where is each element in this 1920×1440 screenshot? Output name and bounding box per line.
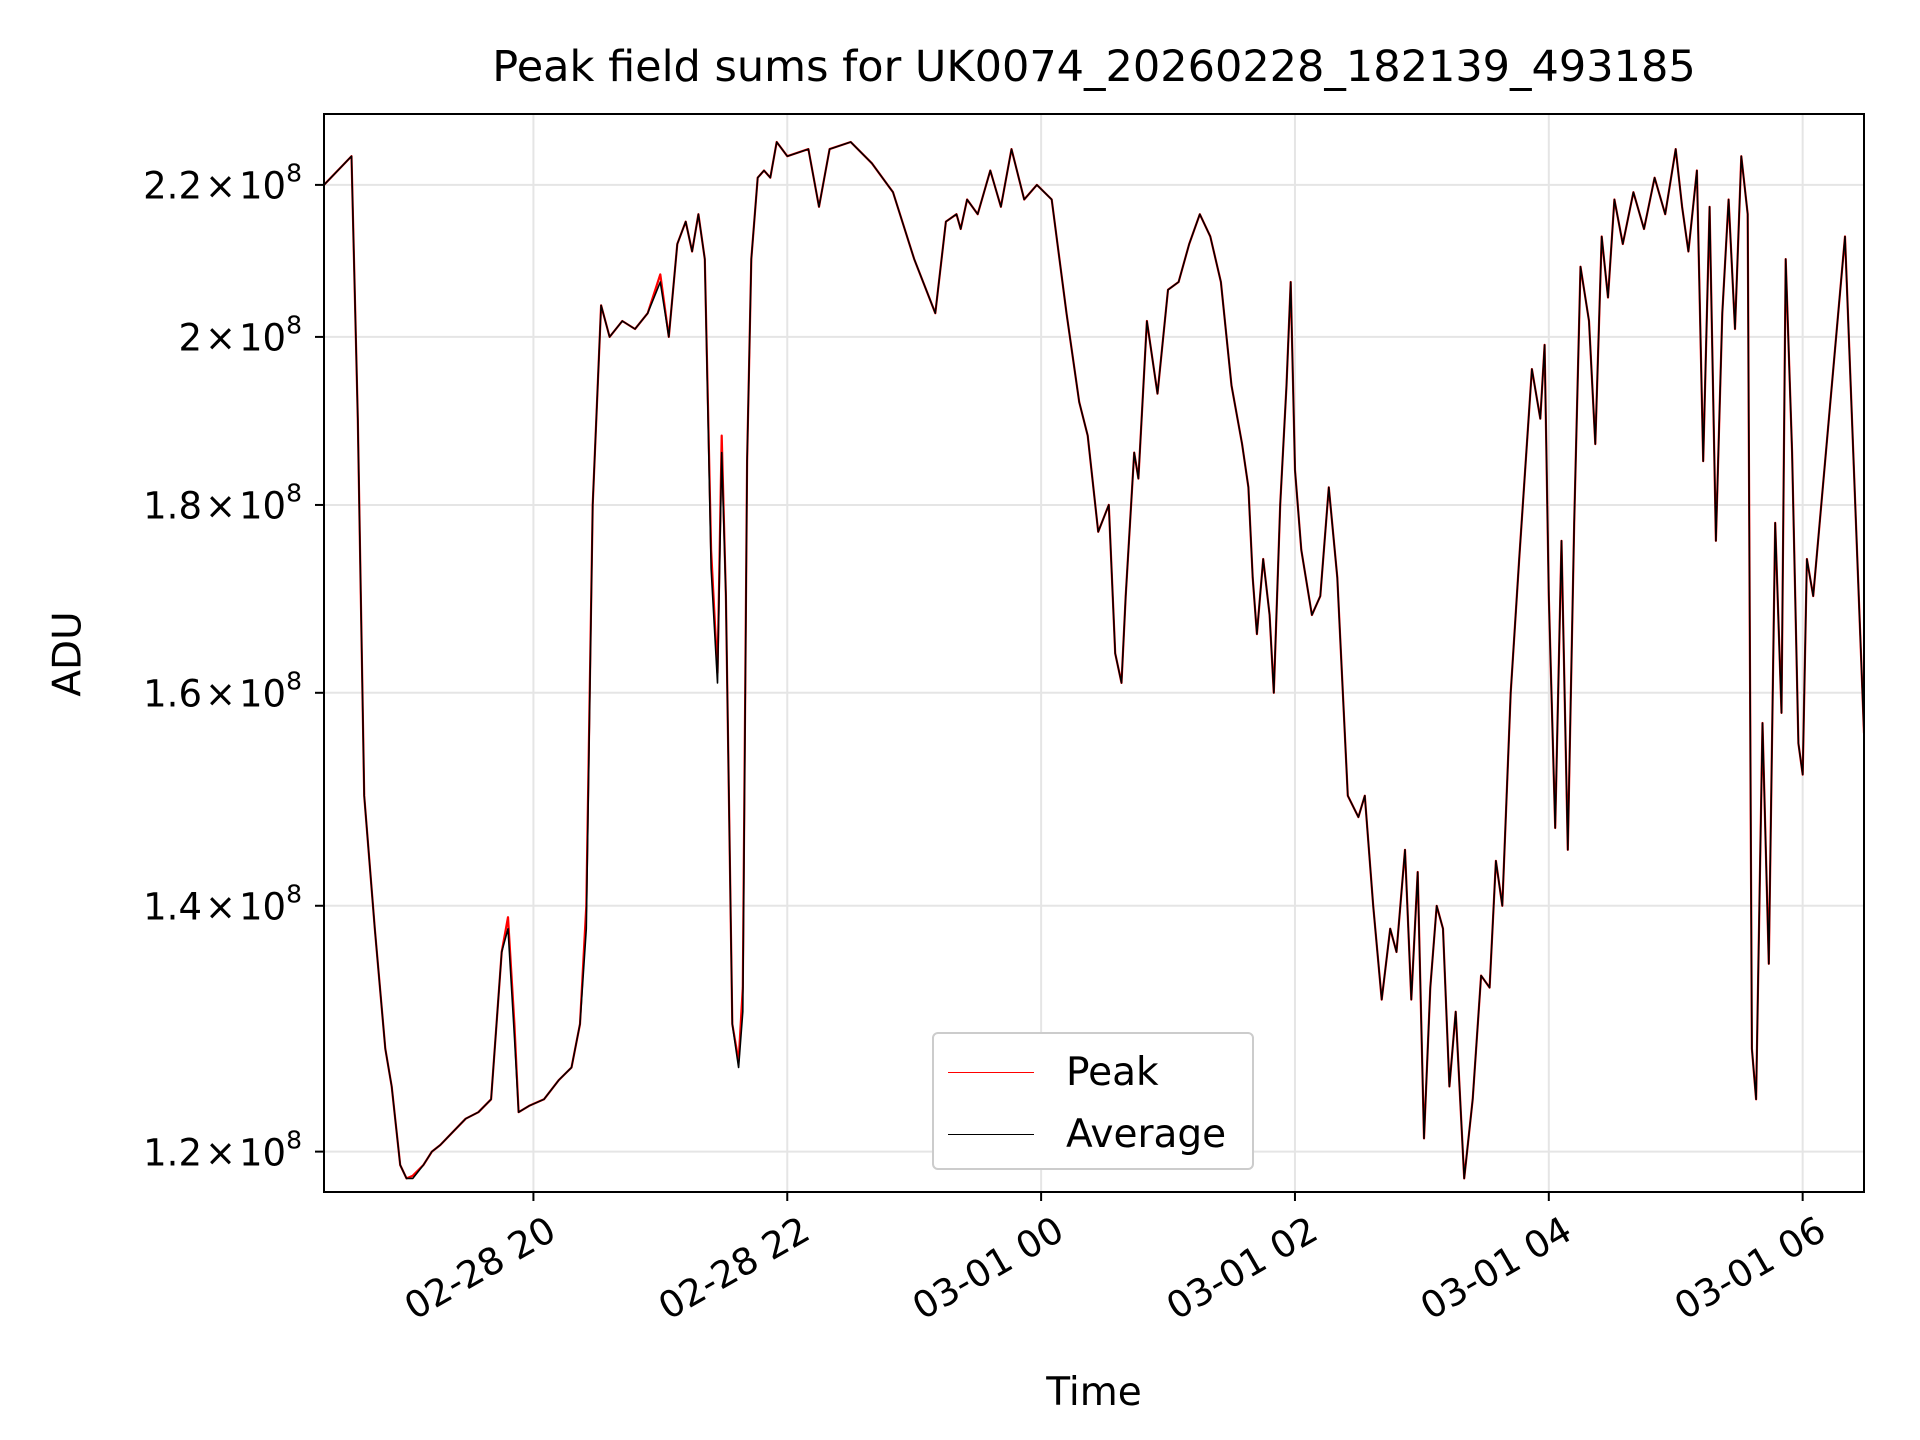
- y-tick-label: 1.8×108: [143, 478, 302, 528]
- data-series: [324, 140, 1864, 1180]
- tick-marks: [315, 183, 1804, 1201]
- legend-swatch-average: [948, 1133, 1034, 1135]
- legend-label-peak: Peak: [1066, 1049, 1159, 1095]
- legend-item-average: Average: [948, 1111, 1227, 1157]
- y-tick-label: 2×108: [178, 310, 302, 360]
- plot-frame: [323, 113, 1865, 1193]
- grid-lines: [324, 114, 1864, 1192]
- legend-label-average: Average: [1066, 1111, 1227, 1157]
- y-tick-label: 1.6×108: [143, 666, 302, 716]
- series-line-peak: [324, 140, 1864, 1180]
- x-axis-label: Time: [1046, 1370, 1142, 1415]
- chart-title: Peak field sums for UK0074_20260228_1821…: [492, 42, 1696, 92]
- legend-swatch-peak: [948, 1071, 1034, 1073]
- y-axis-label: ADU: [45, 611, 91, 697]
- y-tick-label: 1.4×108: [143, 879, 302, 929]
- y-tick-label: 1.2×108: [143, 1124, 302, 1175]
- series-line-average: [324, 141, 1864, 1180]
- y-tick-label: 2.2×108: [143, 158, 302, 208]
- legend: Peak Average: [932, 1032, 1254, 1170]
- legend-item-peak: Peak: [948, 1049, 1159, 1095]
